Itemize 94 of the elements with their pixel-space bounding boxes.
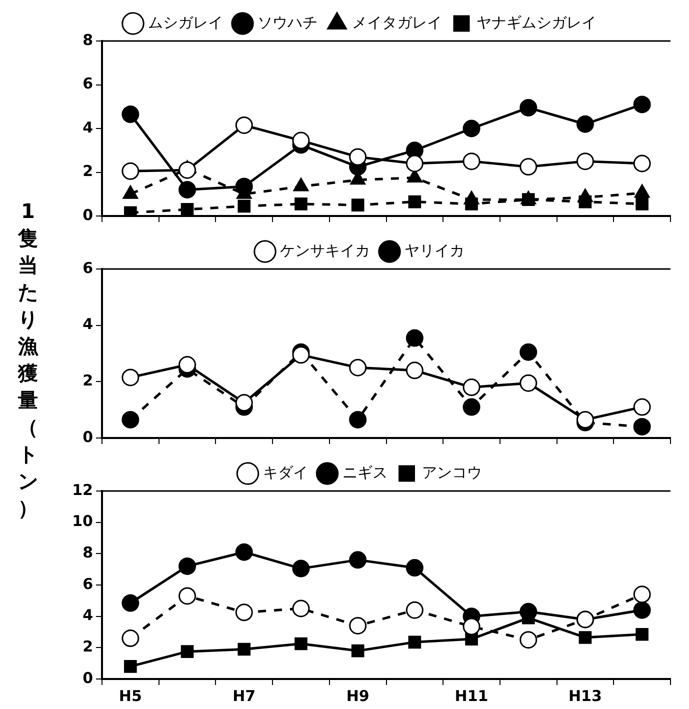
point	[235, 543, 253, 561]
point	[178, 161, 196, 179]
x-tick-label: H9	[346, 686, 370, 705]
point	[178, 587, 196, 605]
y-tick-label: 8	[82, 30, 93, 49]
legend-label: ヤナギムシガレイ	[476, 13, 596, 32]
legend-label: アンコウ	[422, 463, 482, 482]
legend-label: ケンサキイカ	[280, 241, 370, 260]
point	[636, 198, 648, 210]
x-tick-label: H13	[568, 686, 602, 705]
y-tick-label: 6	[82, 574, 93, 593]
legend-label: ソウハチ	[258, 13, 318, 32]
point	[351, 198, 364, 212]
point	[122, 368, 140, 386]
point	[576, 115, 594, 133]
point	[349, 410, 367, 428]
point	[180, 645, 194, 658]
y-tick-label: 12	[72, 480, 93, 499]
point	[124, 660, 137, 673]
point	[408, 636, 422, 649]
point	[578, 631, 592, 644]
point	[349, 616, 367, 634]
legend-label: メイタガレイ	[352, 13, 442, 32]
point	[462, 618, 480, 636]
y-tick-label: 4	[82, 118, 93, 136]
point	[406, 559, 424, 577]
y-tick-label: 0	[82, 668, 93, 687]
point	[349, 148, 367, 166]
point	[633, 96, 651, 114]
point	[238, 200, 251, 213]
text: 1隻当たり漁獲量（トン）	[18, 199, 38, 520]
point	[292, 560, 310, 578]
point	[351, 644, 364, 658]
point	[520, 98, 538, 116]
y-tick-label: 0	[82, 206, 93, 224]
y-tick-label: 4	[82, 315, 93, 334]
y-tick-label: 6	[82, 258, 93, 277]
y-tick-label: 0	[82, 428, 93, 446]
point	[406, 329, 424, 347]
point	[462, 398, 480, 416]
point	[520, 374, 538, 392]
point	[235, 394, 253, 412]
point	[349, 551, 367, 569]
point	[462, 120, 480, 138]
point	[292, 346, 310, 364]
y-tick-label: 2	[82, 638, 93, 656]
point	[462, 378, 480, 396]
point	[576, 410, 594, 428]
y-tick-label: 8	[82, 544, 93, 562]
x-tick-label: H7	[232, 686, 256, 705]
legend-label: ヤリイカ	[404, 241, 464, 260]
point	[294, 637, 308, 650]
point	[235, 178, 253, 196]
y-tick-label: 2	[82, 372, 93, 390]
point	[235, 116, 253, 134]
point	[406, 154, 424, 172]
point	[520, 158, 538, 176]
y-tick-label: 2	[82, 162, 93, 180]
point	[178, 557, 196, 575]
x-tick-label: H11	[454, 686, 488, 705]
point	[122, 630, 140, 648]
point	[349, 358, 367, 376]
point	[633, 398, 651, 416]
y-tick-label: 4	[82, 606, 93, 624]
point	[238, 642, 251, 656]
point	[122, 410, 140, 428]
point	[180, 203, 194, 216]
point	[178, 181, 196, 198]
point	[294, 198, 308, 210]
point	[178, 356, 196, 374]
point	[636, 628, 648, 641]
point	[465, 632, 478, 646]
point	[520, 631, 538, 649]
legend-label: ムシガレイ	[148, 13, 223, 32]
x-tick-label: H5	[118, 686, 142, 705]
point	[520, 343, 538, 361]
point	[462, 152, 480, 170]
point	[633, 154, 651, 172]
point	[122, 594, 140, 612]
point	[406, 601, 424, 619]
point	[122, 106, 140, 124]
point	[406, 362, 424, 380]
legend-label: キダイ	[262, 463, 308, 482]
legend-label: ニギス	[342, 463, 388, 482]
point	[576, 152, 594, 170]
point	[633, 601, 651, 619]
point	[122, 162, 140, 180]
y-tick-label: 6	[82, 74, 93, 93]
point	[408, 195, 422, 208]
point	[235, 604, 253, 622]
point	[292, 132, 310, 150]
point	[633, 418, 651, 436]
y-tick-label: 10	[72, 512, 93, 530]
point	[292, 600, 310, 618]
